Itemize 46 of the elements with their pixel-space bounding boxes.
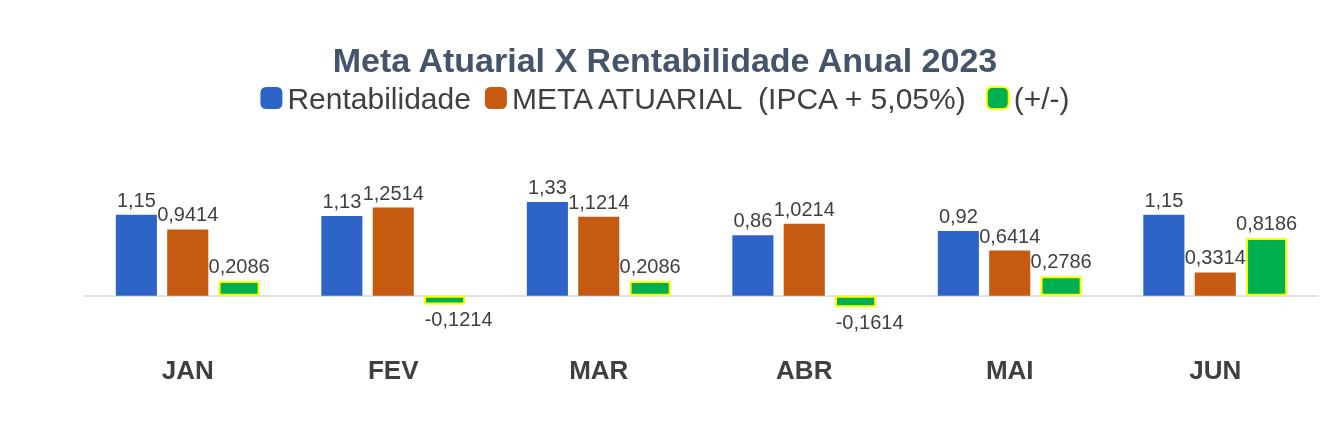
- bar: [115, 214, 157, 296]
- data-label: 1,0214: [773, 197, 835, 220]
- x-tick-label: FEV: [367, 355, 420, 385]
- x-tick-label: MAI: [985, 355, 1034, 385]
- data-label: 0,9414: [157, 203, 219, 226]
- data-label: 0,3314: [1184, 246, 1246, 269]
- bar: [578, 216, 620, 296]
- bar: [937, 230, 979, 296]
- x-tick-label: MAR: [569, 355, 629, 385]
- data-label: 0,92: [938, 204, 978, 227]
- bar: [372, 207, 414, 296]
- data-label: 0,2786: [1030, 250, 1092, 273]
- chart-title: Meta Atuarial X Rentabilidade Anual 2023: [332, 41, 998, 79]
- x-tick-label: ABR: [776, 355, 833, 385]
- x-tick-label: JAN: [161, 355, 214, 385]
- data-label: 0,8186: [1236, 212, 1298, 235]
- data-label: 0,6414: [979, 224, 1041, 247]
- bar: [526, 201, 568, 296]
- bar: [732, 235, 774, 296]
- data-label: 1,33: [527, 175, 567, 198]
- bar: [835, 295, 877, 308]
- bar: [424, 295, 466, 305]
- data-label: 1,1214: [568, 190, 630, 213]
- bar: [989, 250, 1031, 296]
- data-label: 1,15: [116, 188, 156, 211]
- data-label: -0,1214: [424, 308, 493, 331]
- data-label: 0,2086: [208, 255, 270, 278]
- data-label: 0,2086: [619, 255, 681, 278]
- data-label: 0,86: [733, 209, 773, 232]
- bar: [321, 216, 363, 296]
- data-label: 1,2514: [362, 181, 424, 204]
- data-label: 1,13: [322, 190, 362, 213]
- x-tick-label: JUN: [1189, 355, 1242, 385]
- bar: [167, 229, 209, 296]
- legend-label: (+/-): [1013, 81, 1070, 115]
- legend-label: Rentabilidade: [287, 81, 471, 115]
- bar: [218, 281, 260, 296]
- bar: [629, 281, 671, 296]
- data-label: -0,1614: [835, 311, 904, 334]
- bar: [1246, 238, 1288, 296]
- legend-label: META ATUARIAL (IPCA + 5,05%): [511, 81, 966, 115]
- data-label: 1,15: [1144, 188, 1184, 211]
- bar: [783, 223, 825, 296]
- bar: [1040, 276, 1082, 296]
- bar: [1194, 272, 1236, 296]
- bar: [1143, 214, 1185, 296]
